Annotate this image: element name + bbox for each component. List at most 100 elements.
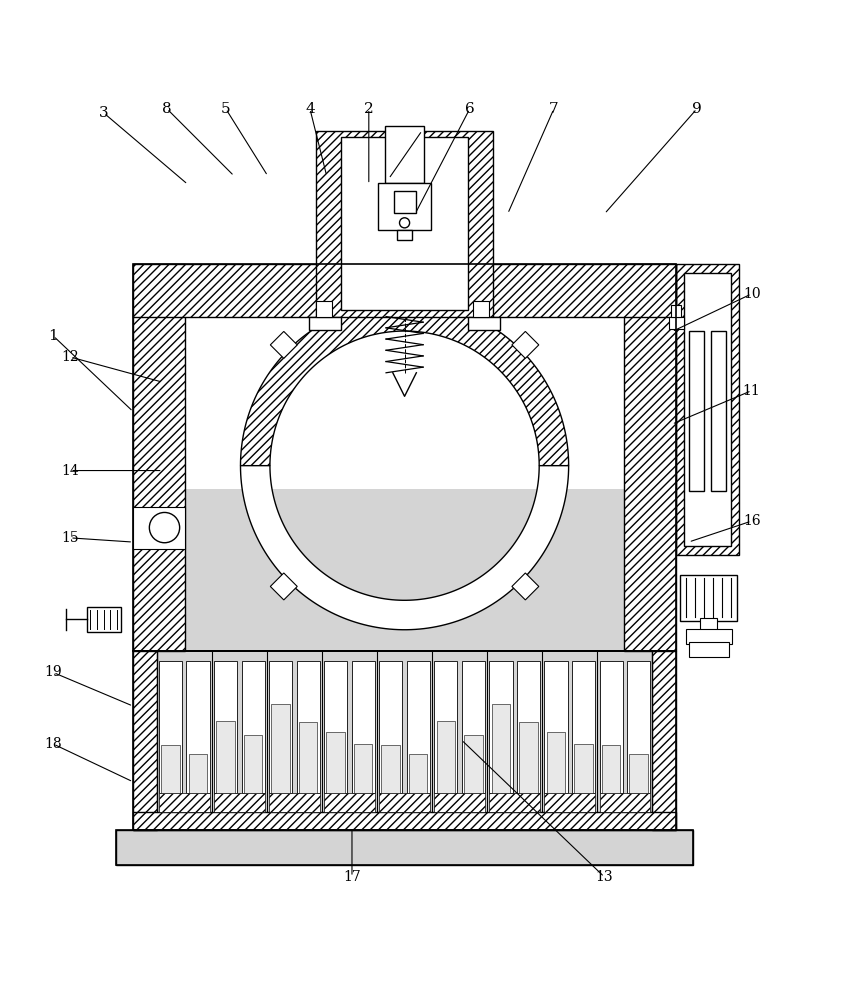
Polygon shape	[270, 331, 297, 358]
Bar	[676, 264, 739, 555]
Bar	[435, 661, 457, 793]
Bar	[381, 745, 400, 793]
Bar	[491, 704, 510, 793]
Bar	[185, 317, 623, 489]
Text: 13: 13	[595, 870, 613, 884]
Bar	[133, 264, 676, 651]
Text: 3: 3	[99, 106, 108, 120]
Bar	[623, 264, 676, 651]
Bar	[689, 331, 704, 491]
Bar	[545, 793, 595, 812]
Bar	[572, 661, 595, 793]
Bar	[159, 661, 182, 793]
Bar	[385, 126, 424, 183]
Bar	[352, 661, 375, 793]
Bar	[116, 830, 693, 865]
Bar	[519, 722, 538, 793]
Bar	[326, 732, 345, 793]
Text: 17: 17	[343, 870, 361, 884]
Bar	[133, 264, 676, 651]
Bar	[600, 793, 650, 812]
Bar	[269, 661, 292, 793]
Polygon shape	[512, 331, 539, 358]
Text: 4: 4	[305, 102, 315, 116]
Bar	[689, 642, 728, 657]
Text: 15: 15	[61, 531, 79, 545]
Bar	[671, 305, 681, 317]
Bar	[133, 812, 676, 830]
Bar	[379, 793, 430, 812]
Text: 19: 19	[44, 665, 62, 679]
Bar	[299, 722, 318, 793]
Bar	[711, 331, 727, 491]
Bar	[574, 744, 593, 793]
Bar	[214, 793, 265, 812]
Bar	[686, 629, 732, 644]
Text: 9: 9	[692, 102, 702, 116]
Bar	[600, 661, 623, 793]
Text: 10: 10	[743, 287, 761, 301]
Bar	[296, 661, 320, 793]
Text: 12: 12	[61, 350, 79, 364]
Bar	[324, 661, 347, 793]
Text: 2: 2	[364, 102, 374, 116]
Bar	[490, 661, 512, 793]
Bar	[116, 830, 693, 865]
Bar	[517, 661, 540, 793]
Bar	[435, 793, 485, 812]
Text: 5: 5	[221, 102, 230, 116]
Bar	[462, 661, 485, 793]
Bar	[341, 137, 468, 310]
Bar	[324, 793, 375, 812]
Bar	[241, 661, 265, 793]
Circle shape	[149, 512, 180, 543]
Bar	[316, 301, 332, 317]
Bar	[87, 607, 120, 632]
Bar	[133, 507, 185, 549]
Text: 18: 18	[44, 737, 62, 751]
Bar	[133, 651, 676, 830]
Bar	[133, 651, 676, 830]
Bar	[601, 745, 620, 793]
Polygon shape	[512, 573, 539, 600]
Bar	[216, 721, 235, 793]
Bar	[244, 735, 263, 793]
Bar	[269, 793, 320, 812]
Bar	[133, 651, 157, 830]
Bar	[409, 754, 428, 793]
Bar	[186, 661, 209, 793]
Bar	[161, 745, 180, 793]
Bar	[436, 721, 455, 793]
Text: 11: 11	[743, 384, 761, 398]
Bar	[700, 618, 717, 632]
Text: 8: 8	[162, 102, 172, 116]
Bar	[468, 317, 500, 330]
Bar	[271, 704, 290, 793]
Text: 14: 14	[61, 464, 79, 478]
Bar	[684, 273, 731, 546]
Polygon shape	[241, 466, 568, 630]
Text: 6: 6	[465, 102, 474, 116]
Bar	[669, 317, 684, 329]
Bar	[546, 732, 565, 793]
Bar	[214, 661, 237, 793]
Bar	[159, 793, 209, 812]
Bar	[629, 754, 648, 793]
Bar	[407, 661, 430, 793]
Text: 16: 16	[743, 514, 761, 528]
Bar	[627, 661, 650, 793]
Text: 1: 1	[48, 329, 58, 343]
Bar	[133, 264, 676, 317]
Bar	[652, 651, 676, 830]
Bar	[316, 131, 493, 317]
Bar	[133, 264, 185, 651]
Text: 7: 7	[549, 102, 559, 116]
Bar	[309, 317, 341, 330]
Bar	[545, 661, 567, 793]
Polygon shape	[270, 573, 297, 600]
Bar	[473, 301, 489, 317]
Bar	[189, 754, 208, 793]
Bar	[354, 744, 373, 793]
Bar	[490, 793, 540, 812]
Bar	[394, 191, 416, 213]
